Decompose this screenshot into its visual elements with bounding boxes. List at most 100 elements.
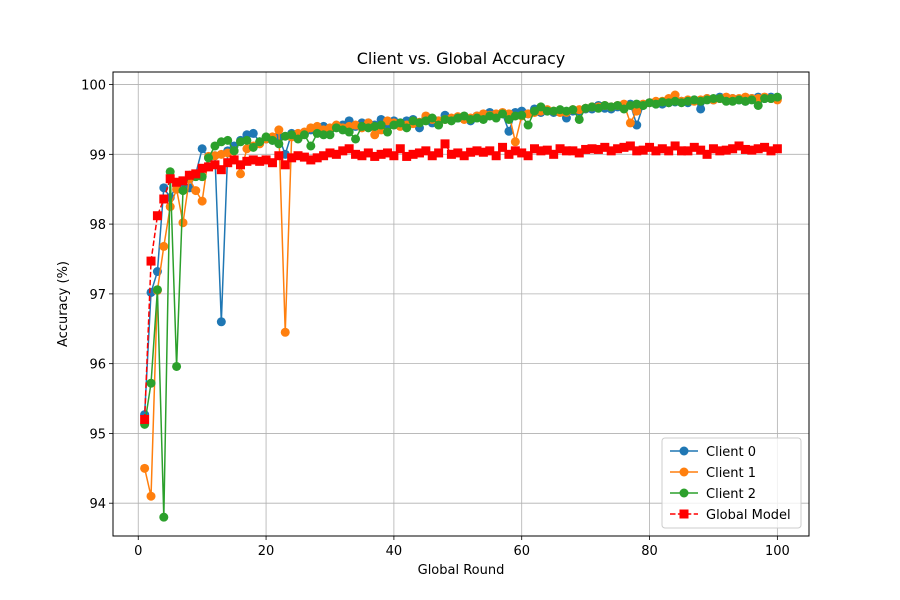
data-point-client-2 [223,135,233,145]
data-point-global-model [287,153,297,163]
data-point-global-model [702,149,712,159]
data-point-client-2 [772,92,782,102]
data-point-global-model [760,142,770,152]
series-global-model [140,139,782,424]
data-point-global-model [363,148,373,158]
data-point-global-model [555,144,565,154]
data-point-global-model [383,148,393,158]
data-point-client-2 [574,114,584,124]
axes-frame [112,71,810,537]
data-point-client-2 [274,139,284,149]
data-point-client-2 [299,130,309,140]
data-point-global-model [459,151,469,161]
data-point-global-model [427,151,437,161]
data-point-global-model [178,176,188,186]
legend-label-client-0: Client 0 [706,445,756,460]
legend-marker-global-model [679,509,689,519]
data-point-global-model [261,155,271,165]
data-point-client-2 [287,130,297,140]
data-point-global-model [236,160,246,170]
data-point-global-model [351,149,361,159]
data-point-global-model [140,414,150,424]
data-point-client-1 [632,106,642,116]
data-point-global-model [619,142,629,152]
data-point-global-model [440,139,450,149]
data-point-global-model [574,148,584,158]
data-point-client-2 [498,109,508,119]
data-point-client-2 [210,141,220,151]
data-point-global-model [721,145,731,155]
data-point-global-model [568,146,578,156]
data-point-client-2 [523,120,533,130]
data-point-client-2 [536,102,546,112]
y-tick-label: 95 [89,427,106,442]
data-point-global-model [708,144,718,154]
data-point-global-model [772,144,782,154]
data-point-client-1 [146,491,156,501]
data-point-global-model [344,144,354,154]
data-point-global-model [165,174,175,184]
data-point-global-model [197,163,207,173]
data-point-global-model [255,156,265,166]
data-point-client-1 [370,130,380,140]
x-axis-label: Global Round [418,563,505,578]
data-point-global-model [664,146,674,156]
data-point-global-model [312,153,322,163]
data-point-client-2 [529,106,539,116]
y-tick-label: 97 [89,288,106,303]
data-point-client-2 [165,167,175,177]
data-point-global-model [478,147,488,157]
x-tick-label: 0 [134,544,142,559]
data-point-client-1 [197,196,207,206]
data-point-client-2 [351,134,361,144]
data-point-global-model [606,146,616,156]
data-point-client-1 [178,218,188,228]
data-point-global-model [338,146,348,156]
data-point-global-model [280,160,290,170]
data-point-global-model [683,146,693,156]
data-point-global-model [267,158,277,168]
data-point-global-model [587,144,597,154]
data-point-client-2 [708,94,718,104]
data-point-global-model [549,149,559,159]
y-tick-label: 96 [89,358,106,373]
data-point-client-1 [670,90,680,100]
data-point-global-model [670,141,680,151]
data-point-client-1 [236,169,246,179]
data-point-global-model [766,146,776,156]
data-point-global-model [740,144,750,154]
data-point-client-2 [568,105,578,115]
data-point-client-0 [197,144,207,154]
data-point-global-model [204,162,214,172]
data-point-global-model [229,155,239,165]
grid [113,72,809,536]
data-point-global-model [529,144,539,154]
data-point-global-model [657,144,667,154]
data-point-global-model [715,146,725,156]
data-point-client-1 [191,186,201,196]
y-tick-label: 94 [89,497,106,512]
y-tick-label: 99 [89,148,106,163]
data-point-global-model [434,148,444,158]
data-point-client-2 [204,153,214,163]
data-point-client-2 [152,285,162,295]
data-point-client-2 [159,512,169,522]
data-point-global-model [402,151,412,161]
data-point-global-model [472,146,482,156]
data-point-global-model [210,160,220,170]
data-point-global-model [216,165,226,175]
data-point-global-model [523,151,533,161]
data-point-client-2 [172,361,182,371]
data-point-global-model [491,151,501,161]
data-point-global-model [306,155,316,165]
data-point-global-model [734,141,744,151]
data-point-global-model [172,177,182,187]
data-point-global-model [498,142,508,152]
data-point-global-model [184,170,194,180]
x-tick-label: 80 [641,544,658,559]
data-point-global-model [376,149,386,159]
chart-title: Client vs. Global Accuracy [357,49,566,68]
data-point-global-model [146,256,156,266]
data-point-global-model [651,146,661,156]
